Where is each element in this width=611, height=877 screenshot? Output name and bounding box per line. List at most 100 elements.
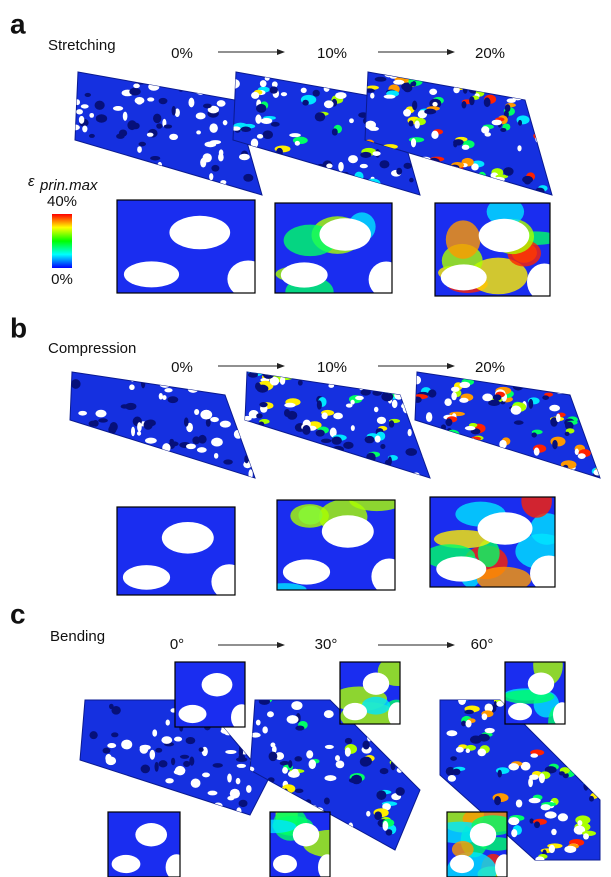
pore [589,796,594,802]
pore [164,388,172,392]
pore [71,470,81,478]
pore [527,263,562,300]
pore [243,416,252,421]
pore [394,391,403,400]
pore [369,181,374,189]
strain-spot [556,385,570,392]
pore [345,738,352,744]
pore [131,427,135,437]
pore [387,390,391,397]
pore [529,774,539,779]
pore [429,89,437,95]
pore [421,440,432,448]
pore [348,822,353,830]
pore [377,417,386,424]
pore [259,402,267,407]
pore [553,702,571,727]
step-label: 0° [170,636,184,653]
step-label: 30° [315,636,338,653]
pore [164,124,172,128]
pore [200,471,205,480]
inset [262,490,406,596]
pore [409,120,414,126]
pore [191,779,201,788]
pore [284,403,295,408]
pore [174,737,182,742]
pore [159,760,168,767]
pore [375,77,387,82]
pore [194,85,200,92]
pore [430,186,435,193]
pore [152,729,157,736]
pore [336,760,345,768]
strain-spot [401,730,417,740]
pore [413,376,421,385]
pore [184,417,189,426]
pore [482,713,488,720]
step-label: 10% [317,359,347,376]
pore [355,396,364,400]
pore [136,782,145,789]
pore [516,460,526,465]
pore [92,444,100,453]
pore [148,83,159,91]
pore [269,752,278,762]
pore [89,134,95,138]
pore [465,720,471,728]
strain-spot [478,172,486,181]
pore [541,804,551,810]
pore [294,756,302,761]
pore [425,425,430,429]
pore [577,820,582,826]
pore [92,420,98,427]
pore [284,192,293,197]
pore [281,92,287,96]
strain-spot [272,801,283,810]
panel-letter: b [10,312,27,343]
pore [127,120,136,130]
pore [484,97,491,107]
pore [583,833,589,839]
pore [82,125,87,132]
pore [437,458,446,462]
strain-zone [250,820,296,833]
pore [351,177,362,181]
strain-spot [583,757,594,761]
step-label: 10% [317,45,347,62]
pore [209,123,217,132]
pore [294,69,303,79]
pore [148,438,152,443]
pore [392,400,398,408]
pore [439,178,451,184]
pore [111,732,118,737]
strain-spot [404,404,417,408]
step-label: 20% [475,45,505,62]
pore [98,470,109,476]
arrow-head [277,642,285,648]
strain-spot [385,388,398,393]
pore [446,191,452,197]
pore [206,418,211,426]
pore [156,123,162,128]
strain-spot [428,184,442,191]
strain-spot [421,434,430,442]
pore [140,745,151,751]
pore [535,856,544,862]
pore [107,743,116,748]
step-label: 0% [171,45,193,62]
pore [549,405,560,412]
pore [124,452,129,461]
pore [309,759,316,769]
strain-spot [517,380,526,385]
pore [513,381,524,391]
strain-spot [364,187,379,193]
arrow-head [447,49,455,55]
pore [317,400,322,409]
strain-spot [570,700,580,708]
pore [374,811,382,820]
pore [594,422,605,429]
strain-spot [520,457,529,462]
pore [396,168,402,175]
pore [76,109,83,114]
pore [429,448,438,454]
